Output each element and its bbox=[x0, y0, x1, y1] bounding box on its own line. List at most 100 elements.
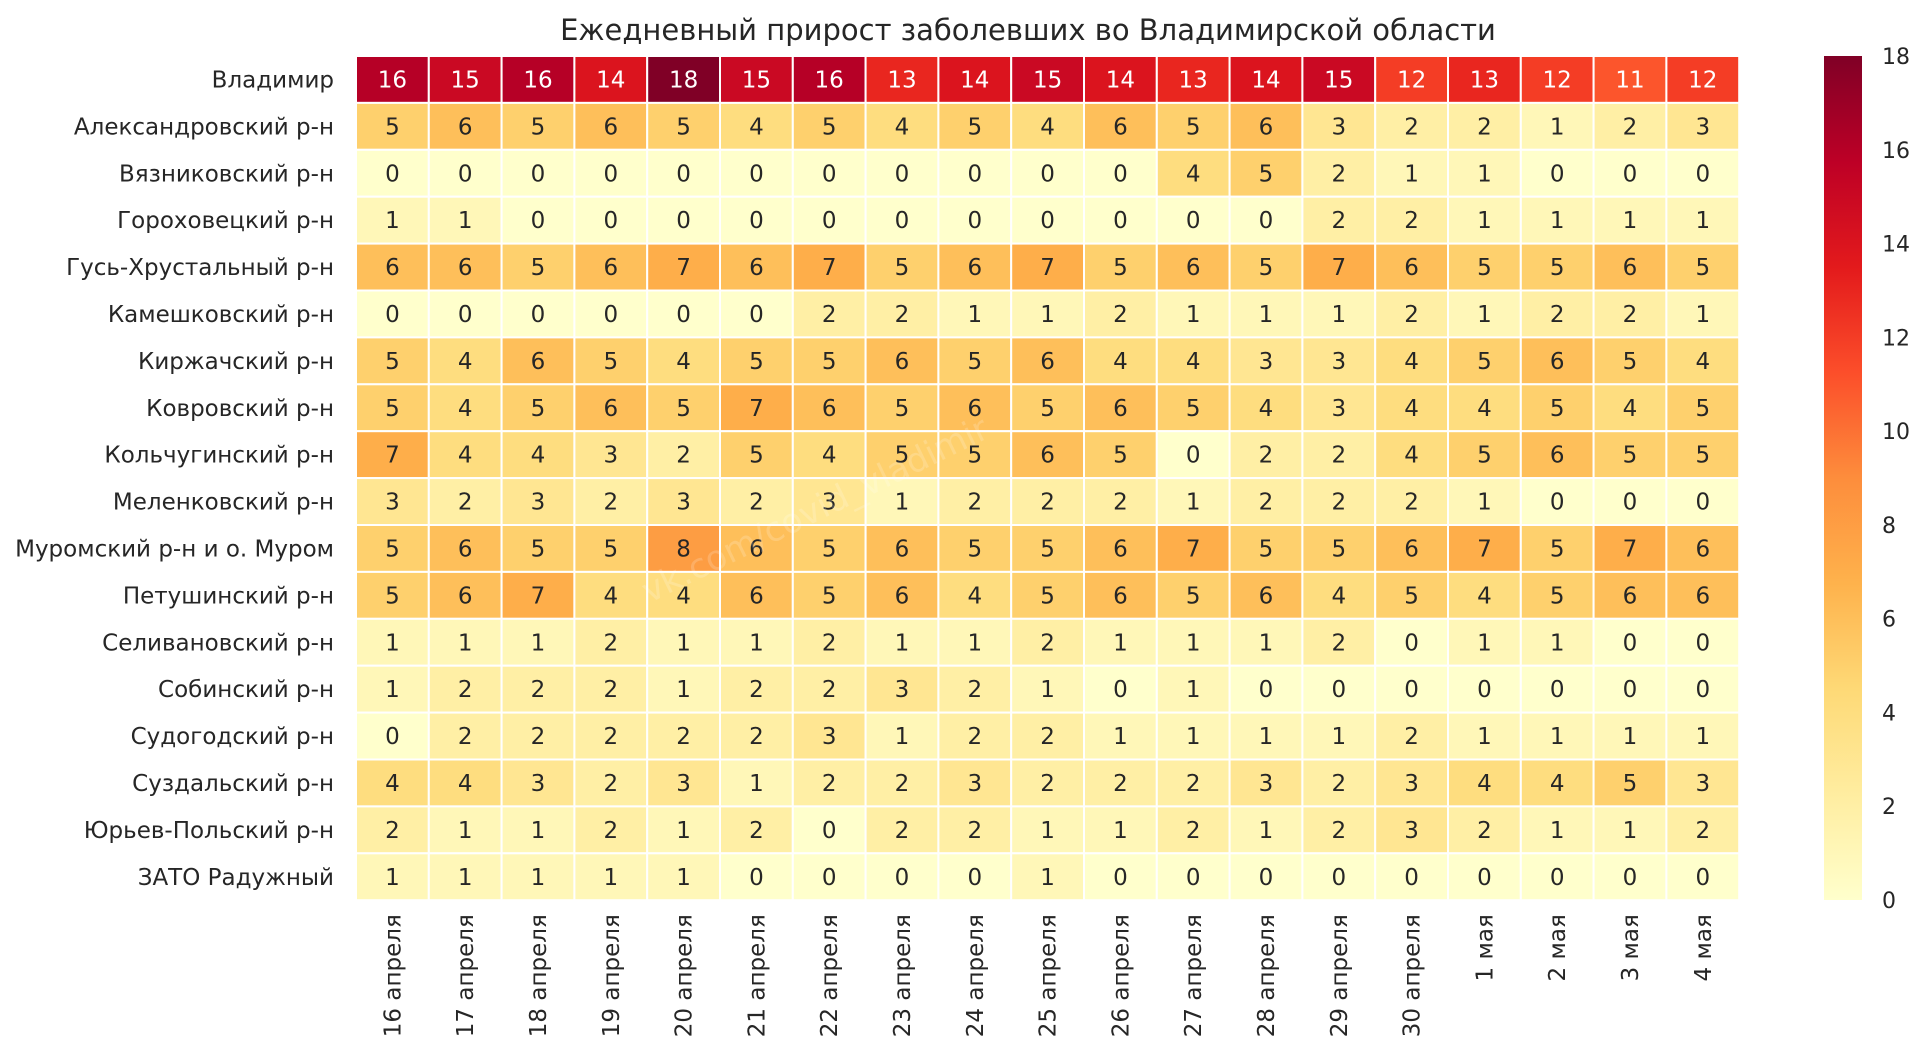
heatmap-cell bbox=[1301, 805, 1377, 855]
cell-value-label: 0 bbox=[603, 161, 618, 187]
heatmap-cell bbox=[1447, 570, 1522, 620]
cell-value-label: 6 bbox=[1550, 349, 1565, 375]
cell-value-label: 5 bbox=[385, 396, 400, 422]
heatmap-cell bbox=[427, 289, 503, 339]
cell-value-label: 1 bbox=[1477, 161, 1492, 187]
cell-value-label: 12 bbox=[1397, 67, 1426, 93]
cell-value-label: 0 bbox=[385, 724, 400, 750]
colorbar-tick-label: 10 bbox=[1882, 420, 1910, 445]
cell-value-label: 0 bbox=[749, 161, 764, 187]
cell-value-label: 0 bbox=[822, 865, 837, 891]
cell-value-label: 6 bbox=[895, 536, 910, 562]
heatmap-cell bbox=[791, 477, 867, 527]
column-label: 18 апреля bbox=[526, 914, 552, 1037]
heatmap-cell bbox=[1010, 664, 1086, 714]
colorbar-tick-label: 14 bbox=[1882, 233, 1910, 258]
cell-value-label: 1 bbox=[1259, 630, 1274, 656]
cell-value-label: 5 bbox=[1259, 161, 1274, 187]
cell-value-label: 2 bbox=[1259, 443, 1274, 469]
heatmap-cell bbox=[355, 101, 430, 151]
heatmap-cell bbox=[1665, 711, 1741, 761]
heatmap-cell bbox=[500, 430, 576, 480]
heatmap-cell bbox=[1592, 101, 1668, 151]
cell-value-label: 0 bbox=[385, 161, 400, 187]
heatmap-cell bbox=[355, 805, 430, 855]
heatmap-cell bbox=[864, 570, 940, 620]
heatmap-cell bbox=[719, 758, 794, 808]
heatmap-cell bbox=[1665, 524, 1741, 573]
cell-value-label: 3 bbox=[822, 724, 837, 750]
cell-value-label: 2 bbox=[1331, 161, 1346, 187]
cell-value-label: 15 bbox=[451, 67, 480, 93]
cell-value-label: 2 bbox=[749, 677, 764, 703]
cell-value-label: 4 bbox=[1695, 349, 1710, 375]
cell-value-label: 2 bbox=[1040, 490, 1055, 516]
cell-value-label: 2 bbox=[603, 630, 618, 656]
cell-value-label: 2 bbox=[676, 443, 691, 469]
cell-value-label: 1 bbox=[895, 630, 910, 656]
cell-value-label: 4 bbox=[895, 114, 910, 140]
cell-value-label: 0 bbox=[1623, 630, 1638, 656]
cell-value-label: 1 bbox=[1695, 208, 1710, 234]
cell-value-label: 5 bbox=[1331, 536, 1346, 562]
heatmap-cell bbox=[355, 55, 430, 104]
cell-value-label: 5 bbox=[1695, 396, 1710, 422]
cell-value-label: 2 bbox=[1331, 443, 1346, 469]
cell-value-label: 3 bbox=[1404, 818, 1419, 844]
cell-value-label: 3 bbox=[1259, 771, 1274, 797]
cell-value-label: 5 bbox=[1623, 443, 1638, 469]
heatmap-cell bbox=[1665, 289, 1741, 339]
heatmap-cell bbox=[1228, 664, 1304, 714]
heatmap-cell bbox=[1519, 336, 1595, 386]
cell-value-label: 2 bbox=[531, 724, 546, 750]
cell-value-label: 1 bbox=[385, 208, 400, 234]
cell-value-label: 0 bbox=[822, 818, 837, 844]
heatmap-cell bbox=[1010, 383, 1086, 433]
heatmap-cell bbox=[864, 148, 940, 198]
cell-value-label: 4 bbox=[1477, 583, 1492, 609]
heatmap-cell bbox=[1301, 758, 1377, 808]
cell-value-label: 4 bbox=[749, 114, 764, 140]
heatmap-cell bbox=[1519, 852, 1595, 902]
heatmap-cell bbox=[355, 289, 430, 339]
heatmap-cell bbox=[864, 617, 940, 667]
cell-value-label: 2 bbox=[603, 818, 618, 844]
cell-value-label: 1 bbox=[458, 865, 473, 891]
cell-value-label: 0 bbox=[1040, 161, 1055, 187]
heatmap-cell bbox=[937, 383, 1013, 433]
heatmap-cell bbox=[1010, 805, 1086, 855]
cell-value-label: 3 bbox=[1331, 349, 1346, 375]
cell-value-label: 6 bbox=[1113, 396, 1128, 422]
cell-value-label: 0 bbox=[1550, 161, 1565, 187]
cell-value-label: 1 bbox=[1550, 724, 1565, 750]
heatmap-cell bbox=[1301, 383, 1377, 433]
heatmap-cell bbox=[427, 336, 503, 386]
cell-value-label: 5 bbox=[1550, 396, 1565, 422]
colorbar-tick-label: 18 bbox=[1882, 45, 1910, 70]
colorbar-ticks: 0 2 4 6 8 10 12 14 16 18 bbox=[1882, 45, 1910, 914]
heatmap-cell bbox=[1155, 148, 1231, 198]
cell-value-label: 1 bbox=[676, 865, 691, 891]
heatmap-cell bbox=[646, 852, 722, 902]
cell-value-label: 5 bbox=[531, 536, 546, 562]
heatmap-cell bbox=[937, 336, 1013, 386]
heatmap-cell bbox=[1592, 477, 1668, 527]
cell-value-label: 6 bbox=[458, 583, 473, 609]
cell-value-label: 2 bbox=[1331, 208, 1346, 234]
cell-value-label: 1 bbox=[1623, 208, 1638, 234]
heatmap-cell bbox=[1374, 336, 1449, 386]
cell-value-label: 5 bbox=[822, 583, 837, 609]
column-label: 3 мая bbox=[1618, 914, 1644, 981]
heatmap-cell bbox=[1374, 148, 1449, 198]
cell-value-label: 2 bbox=[1404, 302, 1419, 328]
row-label: Петушинский р-н bbox=[123, 583, 334, 609]
cell-value-label: 0 bbox=[1404, 630, 1419, 656]
colorbar-tick-label: 12 bbox=[1882, 326, 1910, 351]
cell-value-label: 5 bbox=[1404, 583, 1419, 609]
cell-value-label: 4 bbox=[458, 349, 473, 375]
cell-value-label: 3 bbox=[1404, 771, 1419, 797]
heatmap-cell bbox=[1228, 336, 1304, 386]
heatmap-cell bbox=[864, 289, 940, 339]
row-label: Владимир bbox=[212, 67, 334, 93]
